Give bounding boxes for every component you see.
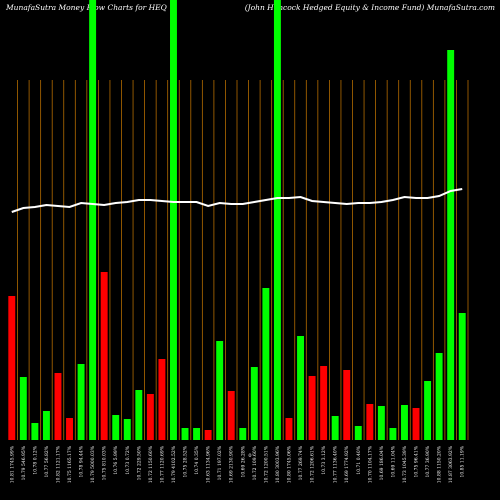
bar [308,376,316,440]
bar [77,364,85,440]
bar [343,370,351,440]
x-tick-label: 10.77 56.82% [44,445,50,477]
bar [216,341,224,440]
bar [89,0,97,440]
bar [424,381,432,440]
x-tick-label: 10.79 5000.03% [90,445,96,483]
bar [401,405,408,440]
x-tick-label: 10.77 36.90% [425,445,431,477]
chart-title: MunafaSutra Money Flow Charts for HEQ [5,3,167,12]
bar [389,428,397,440]
bar [135,390,143,440]
bar [435,353,443,440]
bar [19,377,27,440]
bar [100,272,108,440]
bar [8,296,16,440]
bar [285,418,293,440]
bar [158,359,166,440]
x-tick-label: 10.77 1136.40% [333,445,339,483]
x-tick-label: 10.73 0.72% [125,445,131,474]
x-tick-label: 10.72 1206.61% [310,445,316,483]
bar [146,394,154,440]
x-tick-label: 10.80 1745.06% [286,445,292,483]
bar [181,428,189,440]
bar [377,406,385,440]
x-tick-label: 10.73 1045.39% [402,445,408,483]
x-tick-label: 10.78 94.44% [79,445,85,477]
x-tick-label: 10.69 186.04% [379,445,385,480]
bar [458,313,466,440]
x-tick-label: 10.69 2130.90% [229,445,235,483]
x-tick-label: 10.87 3063.92% [448,445,454,483]
bar [54,373,62,440]
x-tick-label: 10.85 11.19% [460,445,466,477]
x-tick-label: 10.79 4102.52% [171,445,177,483]
x-tick-label: 10.70 1104.17% [367,445,373,483]
x-tick-label: 10.82 1121.17% [55,445,61,483]
bar [239,428,247,440]
bar [447,50,455,440]
bar [31,423,39,440]
x-tick-label: 10.75 96.41% [414,445,420,477]
bar [273,0,281,440]
bar [123,419,131,440]
x-tick-label: 10.80 3003.96% [275,445,281,483]
x-tick-label: 10.77 1120.69% [159,445,165,483]
x-tick-label: 10.63 1134.96% [206,445,212,483]
x-tick-label: 10.71 0.40% [356,445,362,474]
bar [193,428,201,440]
x-tick-label: 10.71 197.02% [217,445,223,480]
bar [227,391,235,440]
bar [112,415,120,440]
bar [412,408,420,440]
x-tick-label: 10.75 1165.17% [67,445,73,483]
bar [331,416,339,440]
bar [297,336,304,440]
bar [42,411,50,440]
zero-label: 0 [248,453,251,459]
x-tick-label: 10.79 546.95% [21,445,27,480]
x-tick-label: 10.77 269.74% [298,445,304,480]
bar [366,404,374,440]
x-tick-label: 10.72 109.60% [252,445,258,480]
bar [204,430,212,440]
bar [250,367,258,440]
bar [170,0,177,440]
x-tick-label: 10.81 1745.99% [9,445,15,483]
bar [66,418,73,440]
x-tick-label: 10.72 229.50% [136,445,142,480]
bar [354,426,362,440]
x-tick-label: 10.73 3.12% [321,445,327,474]
x-tick-label: 10.69 26.28% [240,445,246,477]
x-tick-label: 10.72 1200.51% [263,445,269,483]
x-tick-label: 10.69 11.04% [390,445,396,477]
price-line [11,188,463,213]
x-tick-label: 10.74 0.35% [194,445,200,474]
x-tick-label: 10.88 1150.20% [437,445,443,483]
x-tick-label: 10.72 1150.60% [148,445,154,483]
x-tick-label: 10.75 28.52% [183,445,189,477]
x-tick-label: 10.69 1774.92% [344,445,350,483]
x-tick-label: 10.76 5.99% [113,445,119,474]
bar [320,366,328,440]
x-tick-label: 10.78 0.12% [32,445,38,474]
bar [262,288,270,440]
chart-subtitle: (John Hancock Hedged Equity & Income Fun… [245,3,495,12]
x-tick-label: 10.75 810.03% [102,445,108,480]
